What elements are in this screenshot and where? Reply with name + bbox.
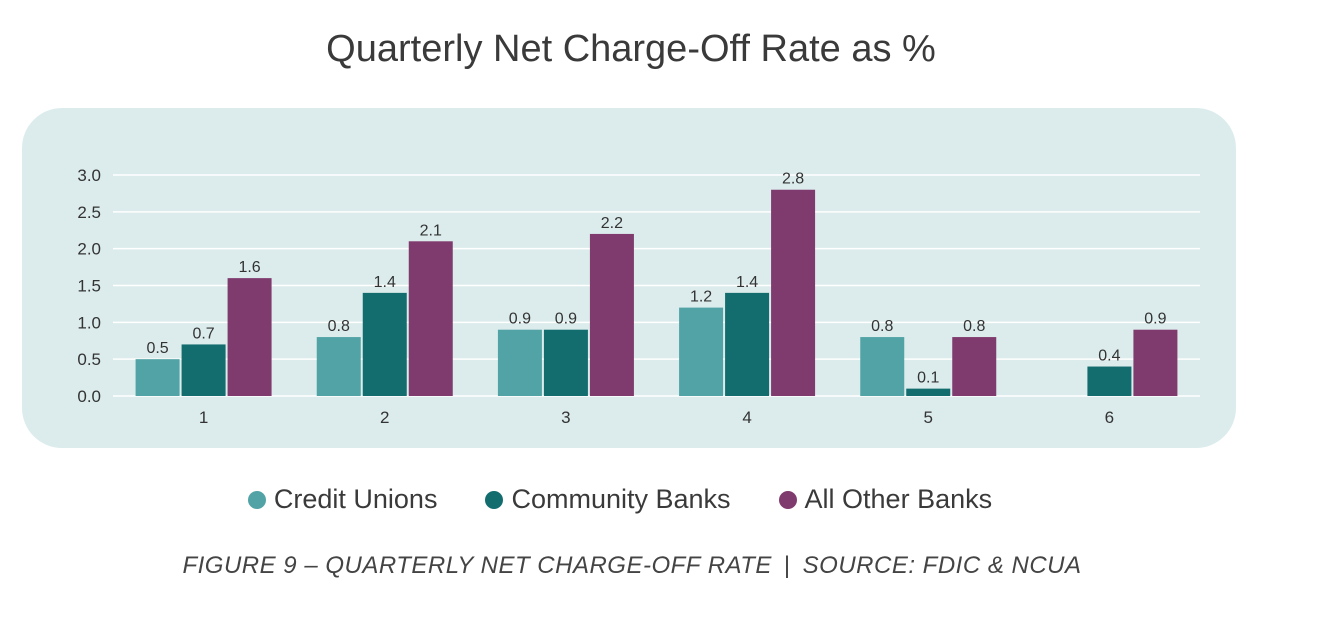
bar	[725, 292, 770, 396]
x-tick-label: 1	[199, 408, 208, 427]
bar	[227, 278, 272, 396]
legend-item-credit-unions: Credit Unions	[247, 484, 438, 515]
y-tick-label: 0.5	[77, 350, 101, 369]
legend-label: Credit Unions	[273, 484, 438, 514]
y-tick-label: 0.0	[77, 387, 101, 406]
data-label: 1.6	[238, 259, 260, 276]
legend-swatch	[778, 490, 797, 509]
x-tick-label: 2	[380, 408, 389, 427]
bar	[1087, 366, 1132, 396]
x-tick-label: 3	[561, 408, 570, 427]
data-label: 0.7	[192, 325, 214, 342]
y-tick-label: 1.0	[77, 313, 101, 332]
data-label: 2.1	[420, 222, 442, 239]
bar	[362, 292, 407, 396]
data-label: 0.9	[509, 311, 531, 328]
legend: Credit Unions Community Banks All Other …	[0, 484, 1240, 515]
caption-separator: |	[783, 552, 791, 579]
bar	[589, 233, 634, 396]
data-label: 0.8	[328, 318, 350, 335]
legend-swatch	[247, 490, 266, 509]
data-label: 0.8	[871, 318, 893, 335]
caption-source: SOURCE: FDIC & NCUA	[802, 552, 1082, 579]
data-label: 0.4	[1098, 348, 1120, 365]
bar	[543, 329, 588, 396]
bar	[679, 307, 724, 396]
bar	[771, 189, 816, 396]
legend-swatch	[485, 490, 504, 509]
bar	[1133, 329, 1178, 396]
data-label: 0.5	[146, 340, 168, 357]
bar	[860, 337, 905, 396]
y-tick-label: 2.0	[77, 240, 101, 259]
legend-item-all-other-banks: All Other Banks	[778, 484, 993, 515]
data-label: 2.2	[601, 215, 623, 232]
bar	[181, 344, 226, 396]
bar	[952, 337, 997, 396]
legend-label: Community Banks	[511, 484, 731, 514]
data-label: 0.9	[555, 311, 577, 328]
legend-label: All Other Banks	[804, 484, 993, 514]
chart-title: Quarterly Net Charge-Off Rate as %	[326, 28, 936, 70]
y-tick-label: 3.0	[77, 166, 101, 185]
bar	[316, 337, 361, 396]
data-label: 1.4	[736, 274, 758, 291]
data-label: 2.8	[782, 171, 804, 188]
data-label: 0.8	[963, 318, 985, 335]
bar	[408, 241, 453, 396]
data-label: 0.1	[917, 370, 939, 387]
legend-item-community-banks: Community Banks	[485, 484, 731, 515]
y-tick-label: 2.5	[77, 203, 101, 222]
bar	[906, 388, 951, 396]
bar	[497, 329, 542, 396]
caption-figure: FIGURE 9 – QUARTERLY NET CHARGE-OFF RATE	[182, 552, 772, 579]
bar	[135, 359, 180, 396]
x-tick-label: 4	[742, 408, 751, 427]
data-label: 1.4	[374, 274, 396, 291]
x-tick-label: 6	[1105, 408, 1114, 427]
y-tick-label: 1.5	[77, 277, 101, 296]
x-tick-label: 5	[924, 408, 933, 427]
figure-caption: FIGURE 9 – QUARTERLY NET CHARGE-OFF RATE…	[0, 552, 1264, 580]
data-label: 1.2	[690, 289, 712, 306]
data-label: 0.9	[1144, 311, 1166, 328]
